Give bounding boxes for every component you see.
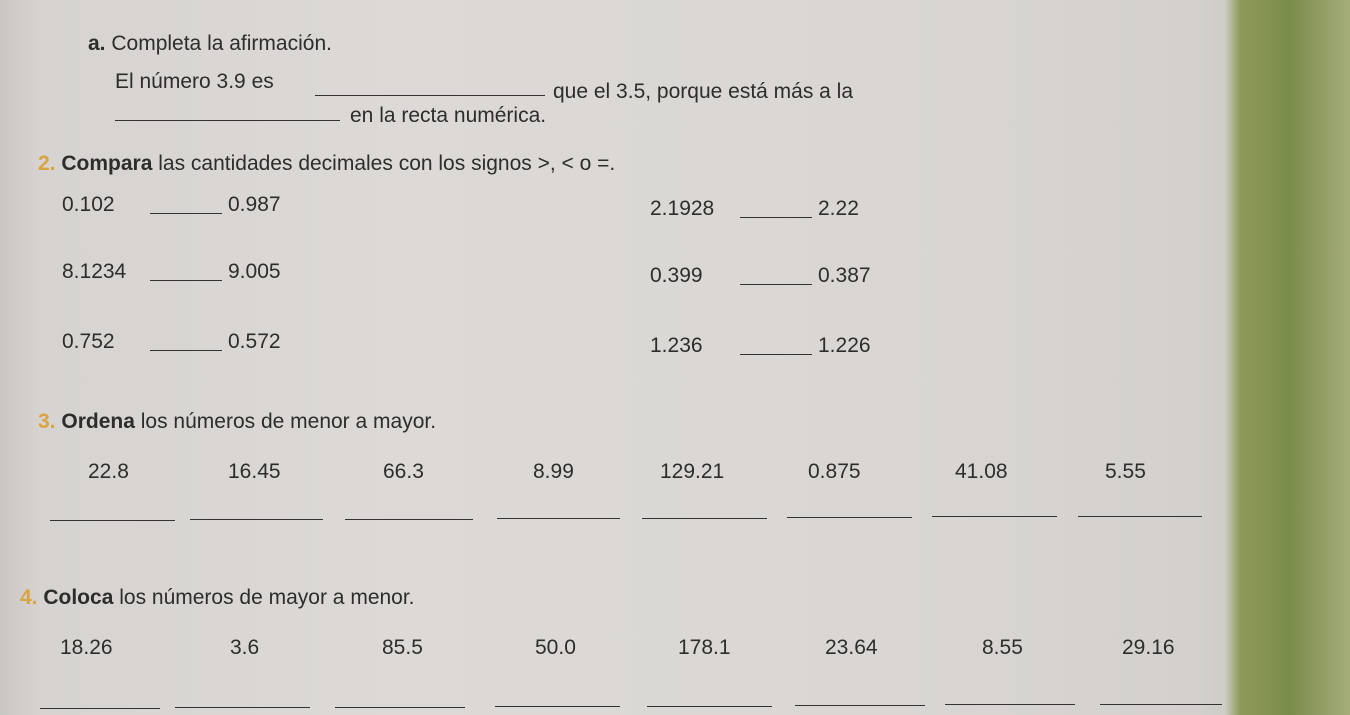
- answer-blank[interactable]: [115, 120, 340, 121]
- number-item: 22.8: [88, 460, 129, 483]
- order-blank[interactable]: [1100, 703, 1222, 705]
- compare-left: 2.1928: [650, 197, 715, 220]
- compare-right: 1.226: [818, 334, 871, 357]
- compare-blank[interactable]: [740, 284, 812, 285]
- number-item: 29.16: [1122, 636, 1175, 659]
- number-item: 5.55: [1105, 460, 1146, 483]
- order-blank[interactable]: [345, 518, 473, 520]
- compare-left: 0.399: [650, 264, 703, 287]
- compare-right: 2.22: [818, 197, 859, 220]
- number-item: 85.5: [382, 636, 423, 659]
- compare-left: 0.752: [62, 330, 115, 353]
- statement-end: en la recta numérica.: [350, 104, 547, 127]
- exercise-3-heading: 3. Ordena los números de menor a mayor.: [38, 410, 436, 434]
- order-blank[interactable]: [40, 708, 160, 709]
- exercise-verb: Coloca: [43, 586, 114, 609]
- order-blank[interactable]: [497, 518, 620, 520]
- number-item: 0.875: [808, 460, 861, 483]
- exercise-instructions: los números de menor a mayor.: [140, 410, 437, 433]
- exercise-4-heading: 4. Coloca los números de mayor a menor.: [20, 586, 415, 610]
- compare-blank[interactable]: [740, 354, 812, 355]
- answer-blank[interactable]: [315, 95, 545, 96]
- order-blank[interactable]: [495, 706, 620, 708]
- part-a-label: a.: [88, 32, 106, 55]
- number-item: 66.3: [383, 460, 424, 483]
- exercise-number: 3.: [38, 410, 56, 433]
- order-blank[interactable]: [642, 517, 767, 519]
- part-a-title: Completa la afirmación.: [111, 32, 332, 55]
- compare-right: 0.987: [228, 193, 281, 216]
- number-item: 8.99: [533, 460, 574, 483]
- compare-blank[interactable]: [150, 280, 222, 281]
- order-blank[interactable]: [50, 520, 175, 521]
- exercise-instructions: los números de mayor a menor.: [119, 586, 415, 609]
- compare-left: 0.102: [62, 193, 115, 216]
- number-item: 18.26: [60, 636, 113, 659]
- number-item: 16.45: [228, 460, 281, 483]
- order-blank[interactable]: [1078, 515, 1202, 517]
- order-blank[interactable]: [647, 705, 772, 707]
- order-blank[interactable]: [335, 706, 465, 708]
- number-item: 8.55: [982, 636, 1023, 659]
- compare-left: 1.236: [650, 334, 703, 357]
- order-blank[interactable]: [795, 705, 925, 706]
- exercise-verb: Ordena: [61, 410, 135, 433]
- compare-right: 0.387: [818, 264, 871, 287]
- compare-blank[interactable]: [150, 213, 222, 214]
- part-a-heading: a. Completa la afirmación.: [88, 32, 332, 56]
- exercise-verb: Compara: [61, 152, 153, 175]
- exercise-instructions: las cantidades decimales con los signos …: [158, 152, 616, 175]
- order-blank[interactable]: [175, 707, 310, 709]
- compare-blank[interactable]: [150, 350, 222, 351]
- compare-blank[interactable]: [740, 217, 812, 218]
- order-blank[interactable]: [190, 519, 323, 521]
- statement-start: El número 3.9 es: [115, 70, 274, 93]
- statement-middle: que el 3.5, porque está más a la: [553, 80, 854, 103]
- exercise-2-heading: 2. Compara las cantidades decimales con …: [38, 152, 615, 176]
- order-blank[interactable]: [932, 516, 1057, 518]
- number-item: 41.08: [955, 460, 1008, 483]
- exercise-number: 4.: [20, 586, 38, 609]
- number-item: 178.1: [678, 636, 731, 659]
- number-item: 50.0: [535, 636, 576, 659]
- compare-right: 9.005: [228, 260, 281, 283]
- exercise-number: 2.: [38, 152, 56, 175]
- compare-right: 0.572: [228, 330, 281, 353]
- order-blank[interactable]: [945, 704, 1075, 706]
- order-blank[interactable]: [787, 517, 912, 518]
- number-item: 3.6: [230, 636, 260, 659]
- number-item: 129.21: [660, 460, 725, 483]
- number-item: 23.64: [825, 636, 878, 659]
- compare-left: 8.1234: [62, 260, 127, 283]
